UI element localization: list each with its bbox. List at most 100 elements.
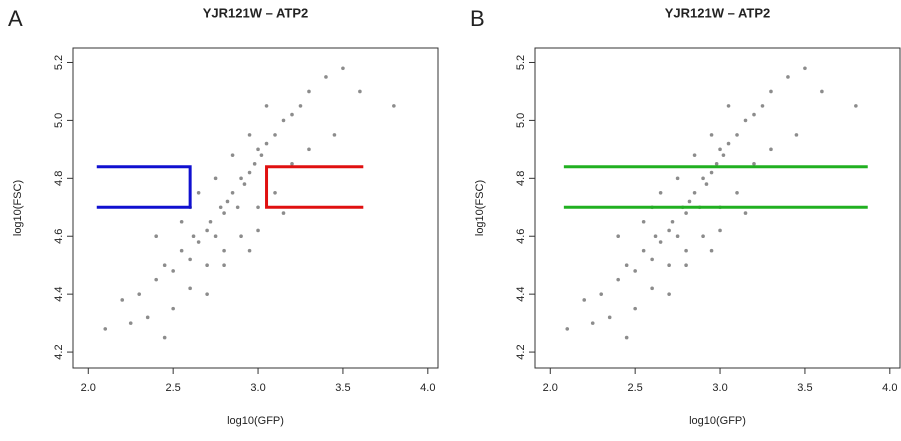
x-tick-label: 4.0 xyxy=(882,382,897,394)
point xyxy=(675,176,680,181)
point xyxy=(213,176,218,181)
point xyxy=(735,190,739,195)
point xyxy=(820,89,824,94)
point xyxy=(392,104,396,108)
panel-letter: A xyxy=(8,6,23,31)
point xyxy=(205,263,209,267)
point xyxy=(670,219,675,224)
point xyxy=(701,176,705,181)
point xyxy=(307,89,311,94)
point xyxy=(298,104,303,108)
point xyxy=(179,219,184,224)
point xyxy=(616,277,620,282)
x-tick-label: 2.0 xyxy=(81,382,96,394)
point xyxy=(653,234,658,239)
point xyxy=(735,133,739,137)
point xyxy=(565,327,570,331)
point xyxy=(213,234,218,239)
point xyxy=(658,240,663,244)
point xyxy=(273,133,277,137)
point xyxy=(239,234,243,239)
point xyxy=(718,147,722,152)
y-axis-label: log10(FSC) xyxy=(474,180,486,236)
y-tick-label: 4.2 xyxy=(515,344,527,359)
point xyxy=(667,292,671,296)
point xyxy=(684,248,688,253)
x-tick-label: 3.0 xyxy=(250,382,265,394)
y-tick-label: 4.8 xyxy=(53,171,65,186)
point xyxy=(752,162,756,166)
point xyxy=(769,89,773,94)
point xyxy=(341,66,345,71)
point xyxy=(332,133,337,137)
point xyxy=(188,286,192,291)
point xyxy=(154,234,158,239)
y-tick-label: 4.6 xyxy=(53,229,65,244)
point xyxy=(103,327,108,331)
x-tick-label: 2.0 xyxy=(543,382,558,394)
point xyxy=(641,248,646,253)
point xyxy=(692,190,697,195)
point xyxy=(358,89,362,94)
point xyxy=(256,228,260,233)
point xyxy=(247,248,252,253)
plot-frame xyxy=(72,47,439,369)
point xyxy=(650,286,654,291)
plot-frame xyxy=(534,47,901,369)
point xyxy=(171,306,175,311)
point xyxy=(687,199,692,204)
point xyxy=(196,240,201,244)
gate xyxy=(563,165,868,209)
y-tick-label: 4.6 xyxy=(515,229,527,244)
point xyxy=(684,263,688,267)
point xyxy=(120,298,125,302)
point xyxy=(709,248,714,253)
point xyxy=(684,211,688,215)
point xyxy=(218,205,223,210)
y-tick-label: 4.4 xyxy=(53,287,65,302)
point xyxy=(633,269,637,273)
y-tick-label: 4.4 xyxy=(515,287,527,302)
point xyxy=(242,182,247,186)
point xyxy=(324,75,328,79)
point xyxy=(641,219,646,224)
x-tick-label: 4.0 xyxy=(420,382,435,394)
point xyxy=(709,170,714,175)
y-tick-label: 5.0 xyxy=(53,113,65,128)
y-axis-label: log10(FSC) xyxy=(12,180,24,236)
point xyxy=(256,147,260,152)
point xyxy=(743,211,748,215)
x-tick-label: 3.0 xyxy=(712,382,727,394)
x-axis-label: log10(GFP) xyxy=(227,415,284,427)
point xyxy=(786,75,790,79)
point xyxy=(760,104,765,108)
point xyxy=(704,182,709,186)
point xyxy=(290,112,294,117)
point xyxy=(667,228,671,233)
point xyxy=(191,234,196,239)
point xyxy=(247,170,252,175)
point xyxy=(701,234,705,239)
gate xyxy=(96,165,192,209)
point xyxy=(307,147,311,152)
y-tick-label: 4.8 xyxy=(515,171,527,186)
x-axis-label: log10(GFP) xyxy=(689,415,746,427)
point xyxy=(743,118,748,123)
point xyxy=(714,162,719,166)
point xyxy=(616,234,620,239)
gate xyxy=(265,165,364,209)
point xyxy=(222,211,226,215)
y-tick-label: 5.2 xyxy=(53,55,65,70)
point xyxy=(230,190,235,195)
point xyxy=(281,211,286,215)
point xyxy=(650,257,654,262)
panel-letter: B xyxy=(470,6,485,31)
y-tick-label: 5.2 xyxy=(515,55,527,70)
point xyxy=(137,292,142,296)
point xyxy=(196,190,201,195)
point xyxy=(692,153,697,157)
point xyxy=(256,205,260,210)
point xyxy=(235,205,240,210)
point xyxy=(281,118,286,123)
